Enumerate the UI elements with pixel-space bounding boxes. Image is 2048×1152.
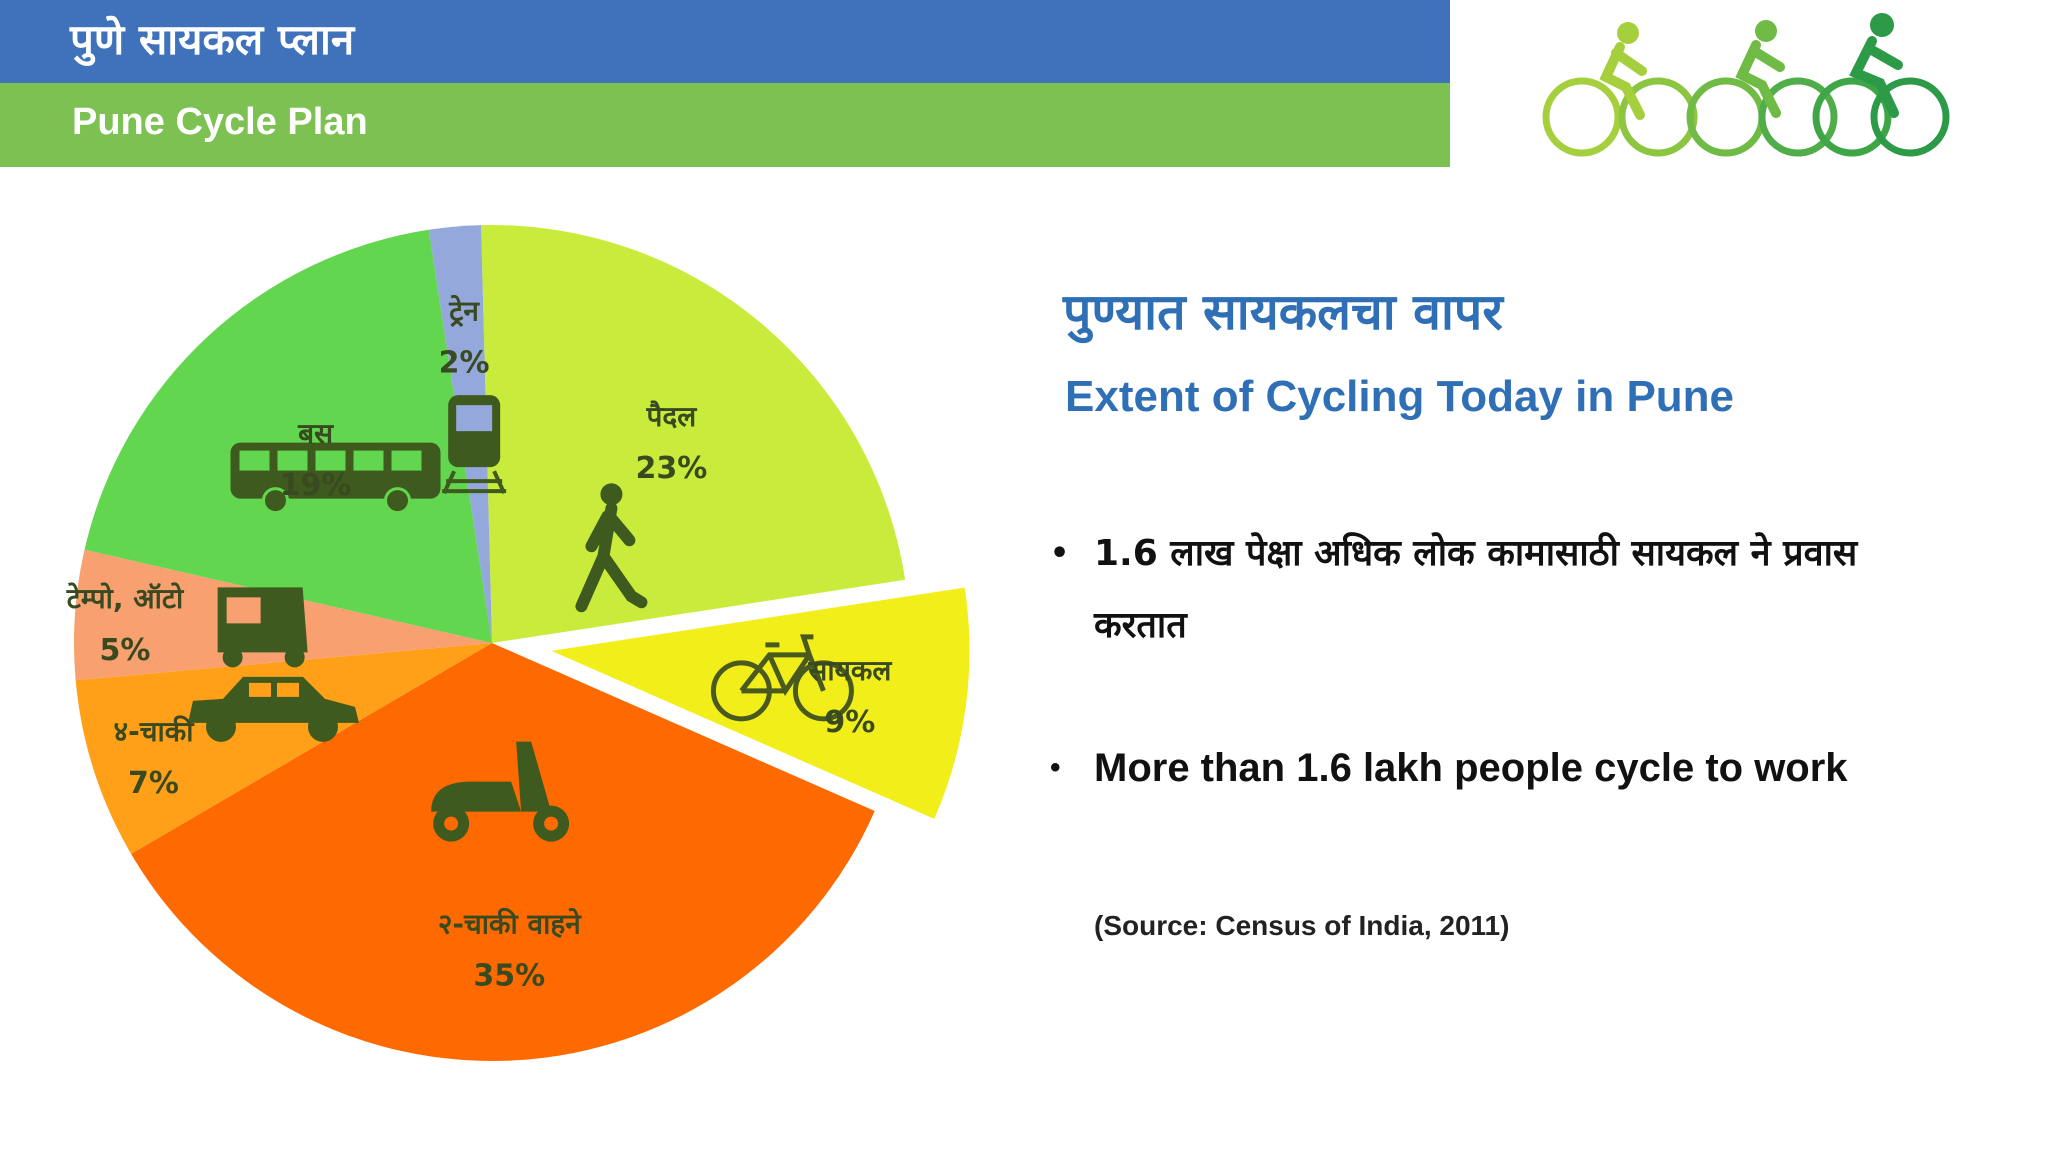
slice-label-car: ४-चाकी [114,715,196,748]
slice-label-bicycle: सायकल [807,654,892,687]
section-title: पुण्यात सायकलचा वापर [1063,283,1503,341]
pie-slice-scooter [131,643,875,1061]
slice-value-pedestrian: 23% [636,451,708,486]
page-title: पुणे सायकल प्लान [70,15,355,64]
source-note: (Source: Census of India, 2011) [1094,910,1510,941]
slice-value-bicycle: 9% [824,705,875,740]
pedestrian-icon [575,483,648,613]
page-subtitle: Pune Cycle Plan [72,101,368,143]
pie-slice-bicycle [551,587,970,819]
slice-value-auto-rickshaw: 5% [100,633,151,668]
pie-slice-pedestrian [481,225,906,643]
transport-mode-pie-chart: पैदल 23% सायकल 9% २-चाकी वाहने 35% ४-चाकी 7% टेम… [66,225,970,1061]
slice-label-pedestrian: पैदल [646,400,698,433]
header-band-blue [0,0,1450,83]
slice-label-auto-rickshaw: टेम्पो, ऑटो [66,582,185,615]
auto-rickshaw-icon [217,587,308,668]
three-cyclists-logo-icon [1542,13,1950,157]
bicycle-icon [710,634,854,722]
slice-label-scooter: २-चाकी वाहने [438,907,582,940]
pie-slice-bus [84,229,493,643]
slice-label-bus: बस [297,417,334,450]
bus-icon [230,442,441,515]
scooter-icon [431,741,570,842]
bullet-dot: • [1050,536,1070,571]
header-band-green [0,83,1450,167]
slice-value-car: 7% [128,766,179,801]
car-icon [187,676,359,742]
slice-value-bus: 19% [280,468,352,503]
pie-slice-car [75,643,492,854]
bullet-english-text: More than 1.6 lakh people cycle to work [1094,746,1848,790]
slice-value-train: 2% [439,346,490,381]
slice-value-scooter: 35% [473,958,545,993]
bullet-dot: • [1050,751,1061,784]
bullet-marathi-text: 1.6 लाख पेक्षा अधिक लोक कामासाठी सायकल न… [1094,533,1858,646]
section-subtitle: Extent of Cycling Today in Pune [1065,372,1735,421]
train-icon [442,395,507,494]
slice-label-train: ट्रेन [448,295,480,328]
